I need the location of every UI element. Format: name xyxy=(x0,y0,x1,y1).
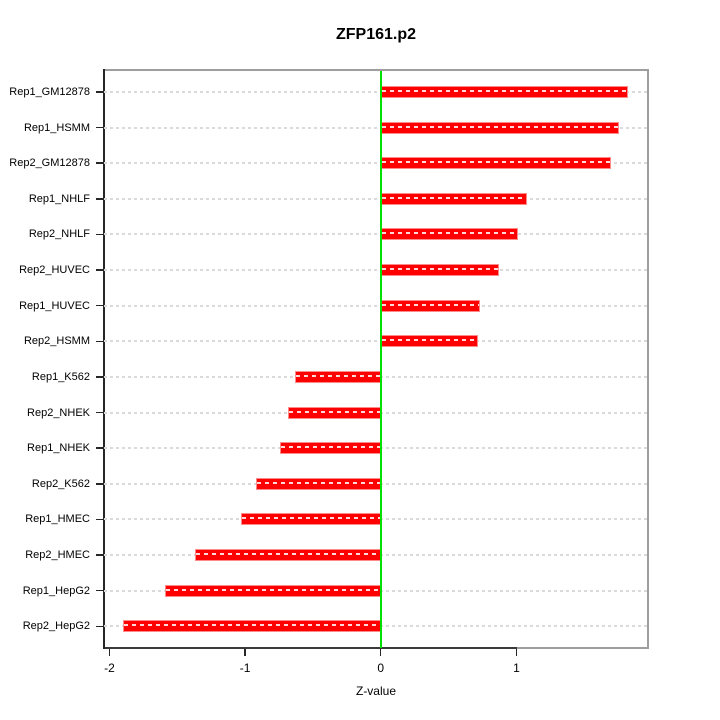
x-axis-line xyxy=(103,647,518,649)
y-axis-label: Rep2_NHLF xyxy=(28,228,90,241)
y-axis-label: Rep2_HMEC xyxy=(25,549,90,562)
zero-line xyxy=(379,71,382,648)
y-tick xyxy=(96,91,103,93)
y-axis-line xyxy=(103,69,105,649)
y-axis-label: Rep1_HMEC xyxy=(25,513,90,526)
bar-rep2-hepg2 xyxy=(122,620,381,633)
y-tick xyxy=(96,340,103,343)
y-axis-label: Rep2_NHEK xyxy=(27,406,90,419)
bar-rep2-huvec xyxy=(380,264,499,277)
bar-rep2-hsmm xyxy=(380,335,479,348)
x-tick-label: 1 xyxy=(513,661,520,675)
y-axis-label: Rep1_HepG2 xyxy=(22,584,90,597)
bar-rep1-k562 xyxy=(295,370,381,383)
bar-rep2-nhek xyxy=(288,406,381,419)
x-tick-label: 0 xyxy=(377,661,385,675)
x-axis-title: Z-value xyxy=(355,684,396,698)
y-tick xyxy=(96,376,103,378)
y-tick xyxy=(96,162,103,164)
y-axis-label: Rep1_K562 xyxy=(31,370,90,383)
gridline xyxy=(104,304,648,307)
y-axis-label: Rep1_NHEK xyxy=(27,442,90,455)
gridline xyxy=(104,126,648,129)
plot-area xyxy=(104,71,648,648)
y-tick xyxy=(96,447,103,449)
y-axis-label: Rep1_HSMM xyxy=(23,121,90,134)
y-axis-label: Rep2_HUVEC xyxy=(19,264,90,277)
x-tick-label: -1 xyxy=(239,661,251,675)
chart-title: ZFP161.p2 xyxy=(335,26,417,43)
y-tick xyxy=(96,554,103,556)
y-tick xyxy=(96,126,103,129)
gridline xyxy=(104,197,648,200)
y-tick xyxy=(96,589,103,592)
gridline xyxy=(104,340,648,343)
y-tick xyxy=(96,483,103,485)
x-tick xyxy=(515,649,518,656)
y-tick xyxy=(96,518,103,521)
x-tick-label: -2 xyxy=(104,661,115,675)
bar-rep2-gm12878 xyxy=(380,157,612,170)
bar-rep1-hmec xyxy=(241,513,381,526)
y-axis-label: Rep2_GM12878 xyxy=(9,157,90,170)
gridline xyxy=(104,91,648,93)
gridline xyxy=(104,233,648,236)
bar-rep1-nhlf xyxy=(380,192,528,205)
x-tick xyxy=(244,649,246,656)
bar-rep2-hmec xyxy=(194,549,381,562)
plot-border-top xyxy=(103,69,649,71)
bar-rep1-hepg2 xyxy=(165,584,381,597)
gridline xyxy=(104,269,648,272)
x-tick xyxy=(379,649,382,656)
y-axis-label: Rep2_HSMM xyxy=(23,335,90,348)
y-axis-label: Rep1_HUVEC xyxy=(19,299,90,312)
y-axis-label: Rep1_NHLF xyxy=(28,192,90,205)
bar-rep1-nhek xyxy=(280,442,381,455)
gridline xyxy=(104,162,648,165)
y-tick xyxy=(96,304,103,307)
x-tick xyxy=(108,649,111,656)
y-tick xyxy=(96,198,103,200)
y-tick xyxy=(96,411,103,414)
y-axis-label: Rep1_GM12878 xyxy=(9,86,90,98)
bar-rep2-k562 xyxy=(255,477,381,490)
y-tick xyxy=(96,269,103,271)
y-axis-label: Rep2_K562 xyxy=(31,477,90,490)
bar-rep1-huvec xyxy=(380,299,480,312)
bar-rep1-gm12878 xyxy=(380,86,628,98)
plot-border-right xyxy=(647,69,649,649)
bar-rep2-nhlf xyxy=(380,228,518,241)
y-axis-label: Rep2_HepG2 xyxy=(22,620,90,633)
y-tick xyxy=(96,233,103,236)
bar-rep1-hsmm xyxy=(380,121,620,134)
y-tick xyxy=(96,625,103,628)
